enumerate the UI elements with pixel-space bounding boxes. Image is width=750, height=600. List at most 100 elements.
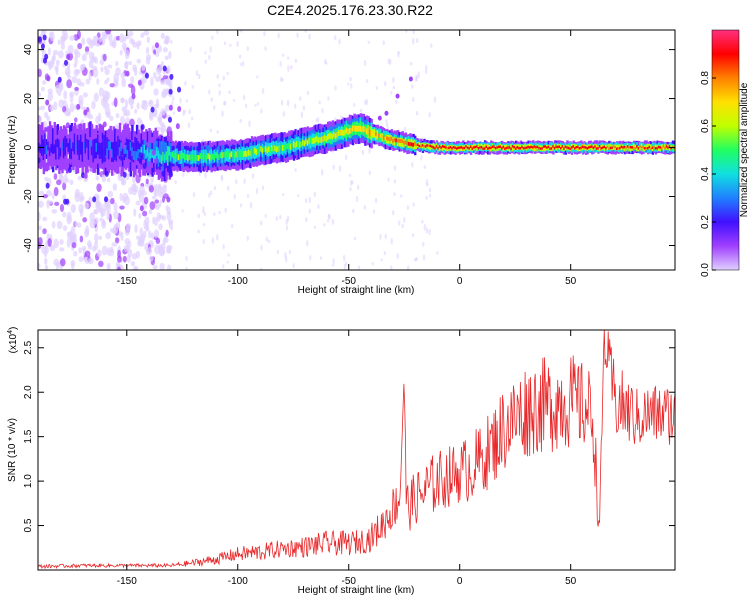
heatmap-speckle: [192, 191, 196, 198]
heatmap-speckle: [208, 54, 211, 61]
heatmap-speckle: [85, 78, 91, 85]
heatmap-cell: [483, 147, 487, 150]
heatmap-cell: [455, 147, 459, 150]
heatmap-cell: [623, 145, 627, 149]
heatmap-cell: [188, 154, 192, 161]
heatmap-speckle: [142, 230, 147, 239]
heatmap-cell: [312, 138, 316, 145]
heatmap-cell: [508, 146, 512, 149]
heatmap-cell: [149, 149, 153, 159]
heatmap-cell: [334, 133, 338, 140]
heatmap-speckle: [81, 37, 86, 46]
heatmap-cell: [474, 145, 477, 149]
heatmap-speckle: [51, 209, 58, 214]
heatmap-cell: [563, 147, 566, 150]
heatmap-speckle: [136, 235, 140, 240]
heatmap-speckle: [154, 42, 159, 49]
heatmap-speckle: [135, 250, 141, 259]
heatmap-speckle: [356, 184, 360, 191]
heatmap-speckle: [163, 47, 168, 53]
heatmap-speckle: [169, 73, 174, 80]
heatmap-cell: [468, 147, 471, 150]
heatmap-speckle: [104, 170, 109, 177]
heatmap-speckle: [64, 59, 69, 66]
heatmap-speckle: [166, 65, 171, 74]
heatmap-cell: [64, 145, 67, 154]
heatmap-cell: [664, 146, 667, 150]
heatmap-speckle: [56, 179, 62, 186]
heatmap-speckle: [218, 83, 221, 88]
heatmap-cell: [539, 147, 543, 150]
heatmap-speckle: [280, 99, 284, 106]
heatmap-cell: [263, 146, 266, 153]
heatmap-speckle: [152, 264, 158, 270]
heatmap-cell: [434, 144, 437, 150]
heatmap-cell: [275, 146, 279, 153]
heatmap-speckle: [267, 239, 271, 244]
heatmap-speckle: [139, 205, 144, 212]
heatmap-speckle: [98, 112, 102, 122]
heatmap-speckle: [425, 227, 429, 234]
heatmap-speckle: [422, 242, 425, 247]
heatmap-speckle: [170, 226, 174, 232]
y-tick-label: 1.5: [23, 429, 34, 443]
heatmap-speckle: [136, 102, 140, 110]
heatmap-speckle: [45, 99, 50, 106]
heatmap-speckle: [130, 76, 135, 84]
heatmap-cell: [665, 145, 669, 148]
heatmap-cell: [429, 144, 432, 148]
heatmap-speckle: [102, 53, 107, 62]
heatmap-speckle: [428, 228, 431, 236]
heatmap-cell: [83, 142, 86, 151]
heatmap-cell: [292, 141, 296, 148]
heatmap-cell: [269, 147, 272, 153]
heatmap-cell: [654, 147, 658, 150]
heatmap-cell: [255, 149, 258, 155]
heatmap-cell: [648, 145, 651, 149]
heatmap-cell: [267, 146, 271, 153]
heatmap-speckle: [246, 45, 250, 52]
heatmap-cell: [163, 141, 167, 162]
heatmap-cell: [89, 139, 92, 159]
heatmap-speckle: [77, 175, 82, 181]
heatmap-speckle: [83, 109, 88, 116]
heatmap-cell: [426, 144, 429, 147]
heatmap-cell: [73, 133, 77, 154]
heatmap-cell: [344, 129, 347, 136]
heatmap-cell: [76, 139, 80, 149]
heatmap-cell: [93, 148, 97, 157]
heatmap-cell: [81, 144, 84, 154]
heatmap-speckle: [61, 35, 67, 42]
heatmap-cell: [300, 141, 303, 148]
heatmap-speckle: [44, 264, 49, 270]
heatmap-cell: [61, 141, 64, 151]
heatmap-speckle: [158, 63, 162, 74]
heatmap-speckle: [384, 110, 389, 116]
heatmap-speckle: [167, 116, 172, 123]
heatmap-speckle: [412, 96, 415, 102]
heatmap-speckle: [96, 249, 102, 257]
heatmap-cell: [629, 145, 633, 152]
heatmap-speckle: [293, 103, 297, 109]
heatmap-cell: [176, 152, 179, 159]
heatmap-speckle: [151, 195, 157, 200]
heatmap-cell: [247, 149, 251, 156]
heatmap-speckle: [156, 126, 161, 132]
heatmap-cell: [542, 145, 546, 148]
heatmap-speckle: [136, 42, 140, 50]
heatmap-speckle: [313, 225, 317, 230]
colorbar-tick-label: 0.6: [700, 119, 711, 133]
snr-y-ticks: 0.5 1.0 1.5 2.0 2.5: [23, 340, 675, 533]
heatmap-speckle: [87, 114, 94, 120]
heatmap-speckle: [232, 98, 236, 103]
heatmap-cell: [289, 143, 293, 150]
heatmap-cell: [168, 146, 171, 156]
x-tick-label: 0: [457, 576, 463, 587]
heatmap-cell: [75, 141, 78, 151]
heatmap-speckle: [122, 171, 127, 178]
heatmap-speckle: [195, 69, 199, 77]
heatmap-cell: [157, 150, 161, 160]
heatmap-cell: [166, 155, 170, 165]
heatmap-cell: [260, 145, 263, 152]
heatmap-speckle: [344, 154, 348, 161]
